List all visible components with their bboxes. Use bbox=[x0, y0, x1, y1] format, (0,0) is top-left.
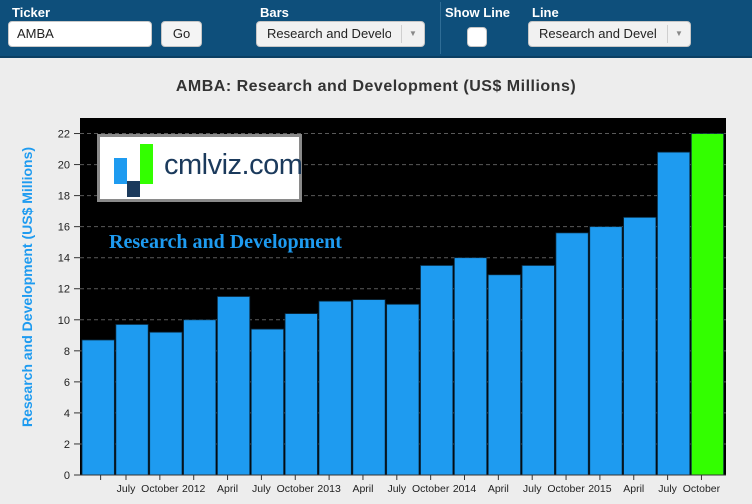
go-button[interactable]: Go bbox=[161, 21, 202, 47]
y-tick-label: 18 bbox=[58, 191, 70, 203]
bar bbox=[81, 339, 115, 476]
bar bbox=[115, 324, 149, 476]
toolbar: Ticker AMBA Go Bars Research and Develop… bbox=[0, 0, 752, 58]
x-tick-label: October bbox=[412, 483, 450, 495]
line-select-value: Research and Development bbox=[539, 26, 657, 41]
x-tick-label: April bbox=[352, 483, 373, 495]
x-tick-label: October bbox=[683, 483, 721, 495]
y-tick-label: 0 bbox=[64, 470, 70, 482]
y-tick-label: 12 bbox=[58, 284, 70, 296]
x-tick-label: October bbox=[277, 483, 315, 495]
x-tick-label: 2012 bbox=[182, 483, 206, 495]
bar bbox=[216, 296, 251, 476]
ticker-label: Ticker bbox=[12, 5, 51, 20]
bar bbox=[657, 151, 691, 476]
cmlviz-logo: cmlviz.com bbox=[97, 134, 303, 202]
bar bbox=[318, 300, 352, 476]
y-tick-label: 6 bbox=[64, 377, 70, 389]
x-tick-label: July bbox=[252, 483, 271, 495]
bar bbox=[250, 328, 284, 476]
y-tick-label: 2 bbox=[64, 439, 70, 451]
bars-select[interactable]: Research and Development ▼ bbox=[256, 21, 425, 47]
line-label: Line bbox=[532, 5, 559, 20]
toolbar-divider bbox=[440, 2, 441, 54]
y-tick-label: 16 bbox=[58, 222, 70, 234]
bar bbox=[555, 232, 589, 476]
bar bbox=[453, 257, 488, 476]
bar bbox=[420, 265, 454, 476]
x-tick-label: July bbox=[523, 483, 542, 495]
bar bbox=[521, 265, 555, 476]
y-tick-label: 20 bbox=[58, 160, 70, 172]
x-tick-label: April bbox=[623, 483, 644, 495]
y-tick-label: 4 bbox=[64, 408, 70, 420]
chevron-down-icon: ▼ bbox=[401, 25, 424, 43]
x-tick-label: October bbox=[547, 483, 585, 495]
y-tick-label: 8 bbox=[64, 346, 70, 358]
bar bbox=[690, 133, 725, 476]
x-tick-label: October bbox=[141, 483, 179, 495]
ticker-input[interactable]: AMBA bbox=[8, 21, 152, 47]
chevron-down-icon: ▼ bbox=[667, 25, 690, 43]
bar bbox=[149, 331, 183, 476]
chart-title: AMBA: Research and Development (US$ Mill… bbox=[175, 78, 577, 95]
bars-select-value: Research and Development bbox=[267, 26, 391, 41]
bar bbox=[284, 313, 318, 476]
x-tick-label: July bbox=[117, 483, 136, 495]
show-line-checkbox[interactable] bbox=[467, 27, 487, 47]
bar bbox=[183, 319, 217, 476]
bar bbox=[386, 303, 420, 476]
bar bbox=[589, 226, 623, 476]
y-tick-label: 14 bbox=[58, 253, 70, 265]
bar bbox=[352, 299, 386, 476]
x-tick-label: 2013 bbox=[317, 483, 341, 495]
bar bbox=[623, 216, 657, 476]
x-tick-label: July bbox=[387, 483, 406, 495]
show-line-label: Show Line bbox=[445, 5, 510, 20]
x-tick-label: 2015 bbox=[588, 483, 612, 495]
logo-mark-icon bbox=[114, 144, 153, 197]
x-tick-label: 2014 bbox=[453, 483, 477, 495]
x-tick-label: July bbox=[658, 483, 677, 495]
bars-label: Bars bbox=[260, 5, 289, 20]
x-tick-label: April bbox=[217, 483, 238, 495]
bar bbox=[487, 274, 521, 476]
logo-text: cmlviz.com bbox=[164, 149, 303, 181]
y-tick-label: 22 bbox=[58, 129, 70, 141]
chart-watermark: Research and Development bbox=[109, 231, 342, 253]
x-tick-label: April bbox=[488, 483, 509, 495]
y-tick-label: 10 bbox=[58, 315, 70, 327]
line-select[interactable]: Research and Development ▼ bbox=[528, 21, 691, 47]
